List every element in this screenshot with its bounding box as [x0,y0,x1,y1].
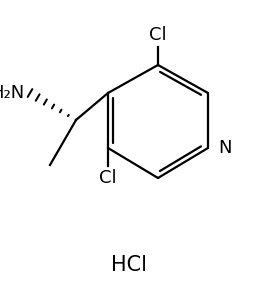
Text: Cl: Cl [99,169,117,187]
Text: H₂N: H₂N [0,84,25,102]
Text: Cl: Cl [149,26,167,44]
Text: N: N [218,139,232,157]
Text: HCl: HCl [111,255,147,275]
